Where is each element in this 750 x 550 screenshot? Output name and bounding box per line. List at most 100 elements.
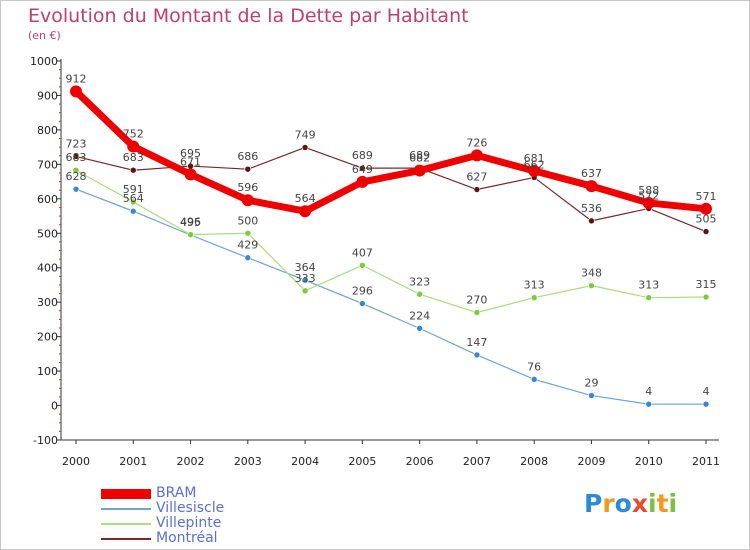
data-point [588,392,595,399]
data-point [416,325,423,332]
series-line-villepinte [75,169,707,314]
data-point [530,376,538,383]
data-point [645,294,653,302]
legend-label: Villepinte [156,515,222,531]
x-tick-label: 2004 [291,455,319,468]
data-label: 76 [527,360,541,373]
data-label: 689 [352,149,373,162]
data-label: 591 [123,183,144,196]
x-tick-label: 2003 [234,455,262,468]
legend-label: Montréal [156,530,218,546]
data-label: 726 [466,136,487,149]
logo-letter: i [668,489,678,518]
legend-swatch [101,538,151,540]
data-point [359,262,366,269]
y-tick-label: 0 [51,400,58,413]
data-label: 495 [180,216,201,229]
data-label: 4 [645,385,652,398]
data-label: 429 [237,239,258,252]
data-point [473,186,481,193]
data-label: 313 [524,279,545,292]
data-label: 695 [180,147,201,160]
x-tick-label: 2001 [119,455,147,468]
data-label: 564 [123,192,144,205]
data-point [642,196,655,209]
data-label: 224 [409,309,430,322]
data-label: 627 [466,171,487,184]
data-label: 596 [237,181,258,194]
data-point [301,287,309,295]
data-label: 649 [352,163,373,176]
data-point [588,217,595,225]
data-label: 689 [409,149,430,162]
y-tick-label: 700 [37,158,58,171]
x-tick-label: 2010 [635,455,663,468]
data-label: 723 [66,137,87,150]
data-label: 364 [295,261,316,274]
data-point [530,294,538,302]
chart-title: Evolution du Montant de la Dette par Hab… [28,5,469,27]
data-point [301,144,309,151]
y-tick-label: 200 [37,331,58,344]
data-label: 571 [696,190,717,203]
data-label: 912 [66,72,87,85]
data-label: 333 [295,272,316,285]
data-label: 496 [180,216,201,229]
data-point [299,205,312,218]
data-label: 296 [352,285,373,298]
data-point [244,229,252,237]
logo-letter: P [584,489,603,518]
data-point [72,185,80,193]
data-point [588,282,595,289]
data-point [702,228,710,235]
y-tick-label: 500 [37,227,58,240]
data-point [244,254,252,262]
data-point [585,180,598,193]
data-point [72,153,80,160]
data-label: 315 [696,278,717,291]
data-point [413,164,426,177]
data-point [702,400,710,408]
series-line-bram [72,87,710,215]
y-tick-label: -100 [33,434,58,447]
y-tick-label: 400 [37,262,58,275]
data-point [127,140,140,153]
x-tick-label: 2007 [463,455,491,468]
y-tick-label: 100 [37,365,58,378]
legend-label: Villesiscle [156,500,225,516]
data-label: 407 [352,246,373,259]
data-point [473,351,481,359]
x-tick-label: 2006 [406,455,434,468]
data-label: 536 [581,202,602,215]
proxiti-logo: Proxiti [584,489,677,518]
data-label: 749 [295,128,316,141]
y-tick-label: 300 [37,296,58,309]
legend-swatch [101,508,151,510]
data-label: 500 [237,214,258,227]
data-label: 671 [180,155,201,168]
logo-letter: o [614,489,632,518]
data-point [702,293,710,301]
x-tick-label: 2011 [692,455,720,468]
data-label: 572 [638,189,659,202]
data-label: 313 [638,279,659,292]
data-point [70,85,82,98]
data-label: 662 [524,158,545,171]
data-label: 637 [581,167,602,180]
data-point [528,164,541,177]
data-point [187,231,194,238]
data-point [416,290,423,298]
data-point [72,166,80,174]
data-label: 681 [524,152,545,165]
data-label: 683 [123,151,144,164]
logo-letter: r [602,489,615,518]
data-label: 682 [409,152,430,165]
logo-letter: t [656,489,669,518]
data-point [359,300,366,307]
data-label: 564 [295,192,316,205]
data-label: 505 [696,213,717,226]
data-label: 686 [237,150,258,163]
data-label: 588 [638,184,659,197]
